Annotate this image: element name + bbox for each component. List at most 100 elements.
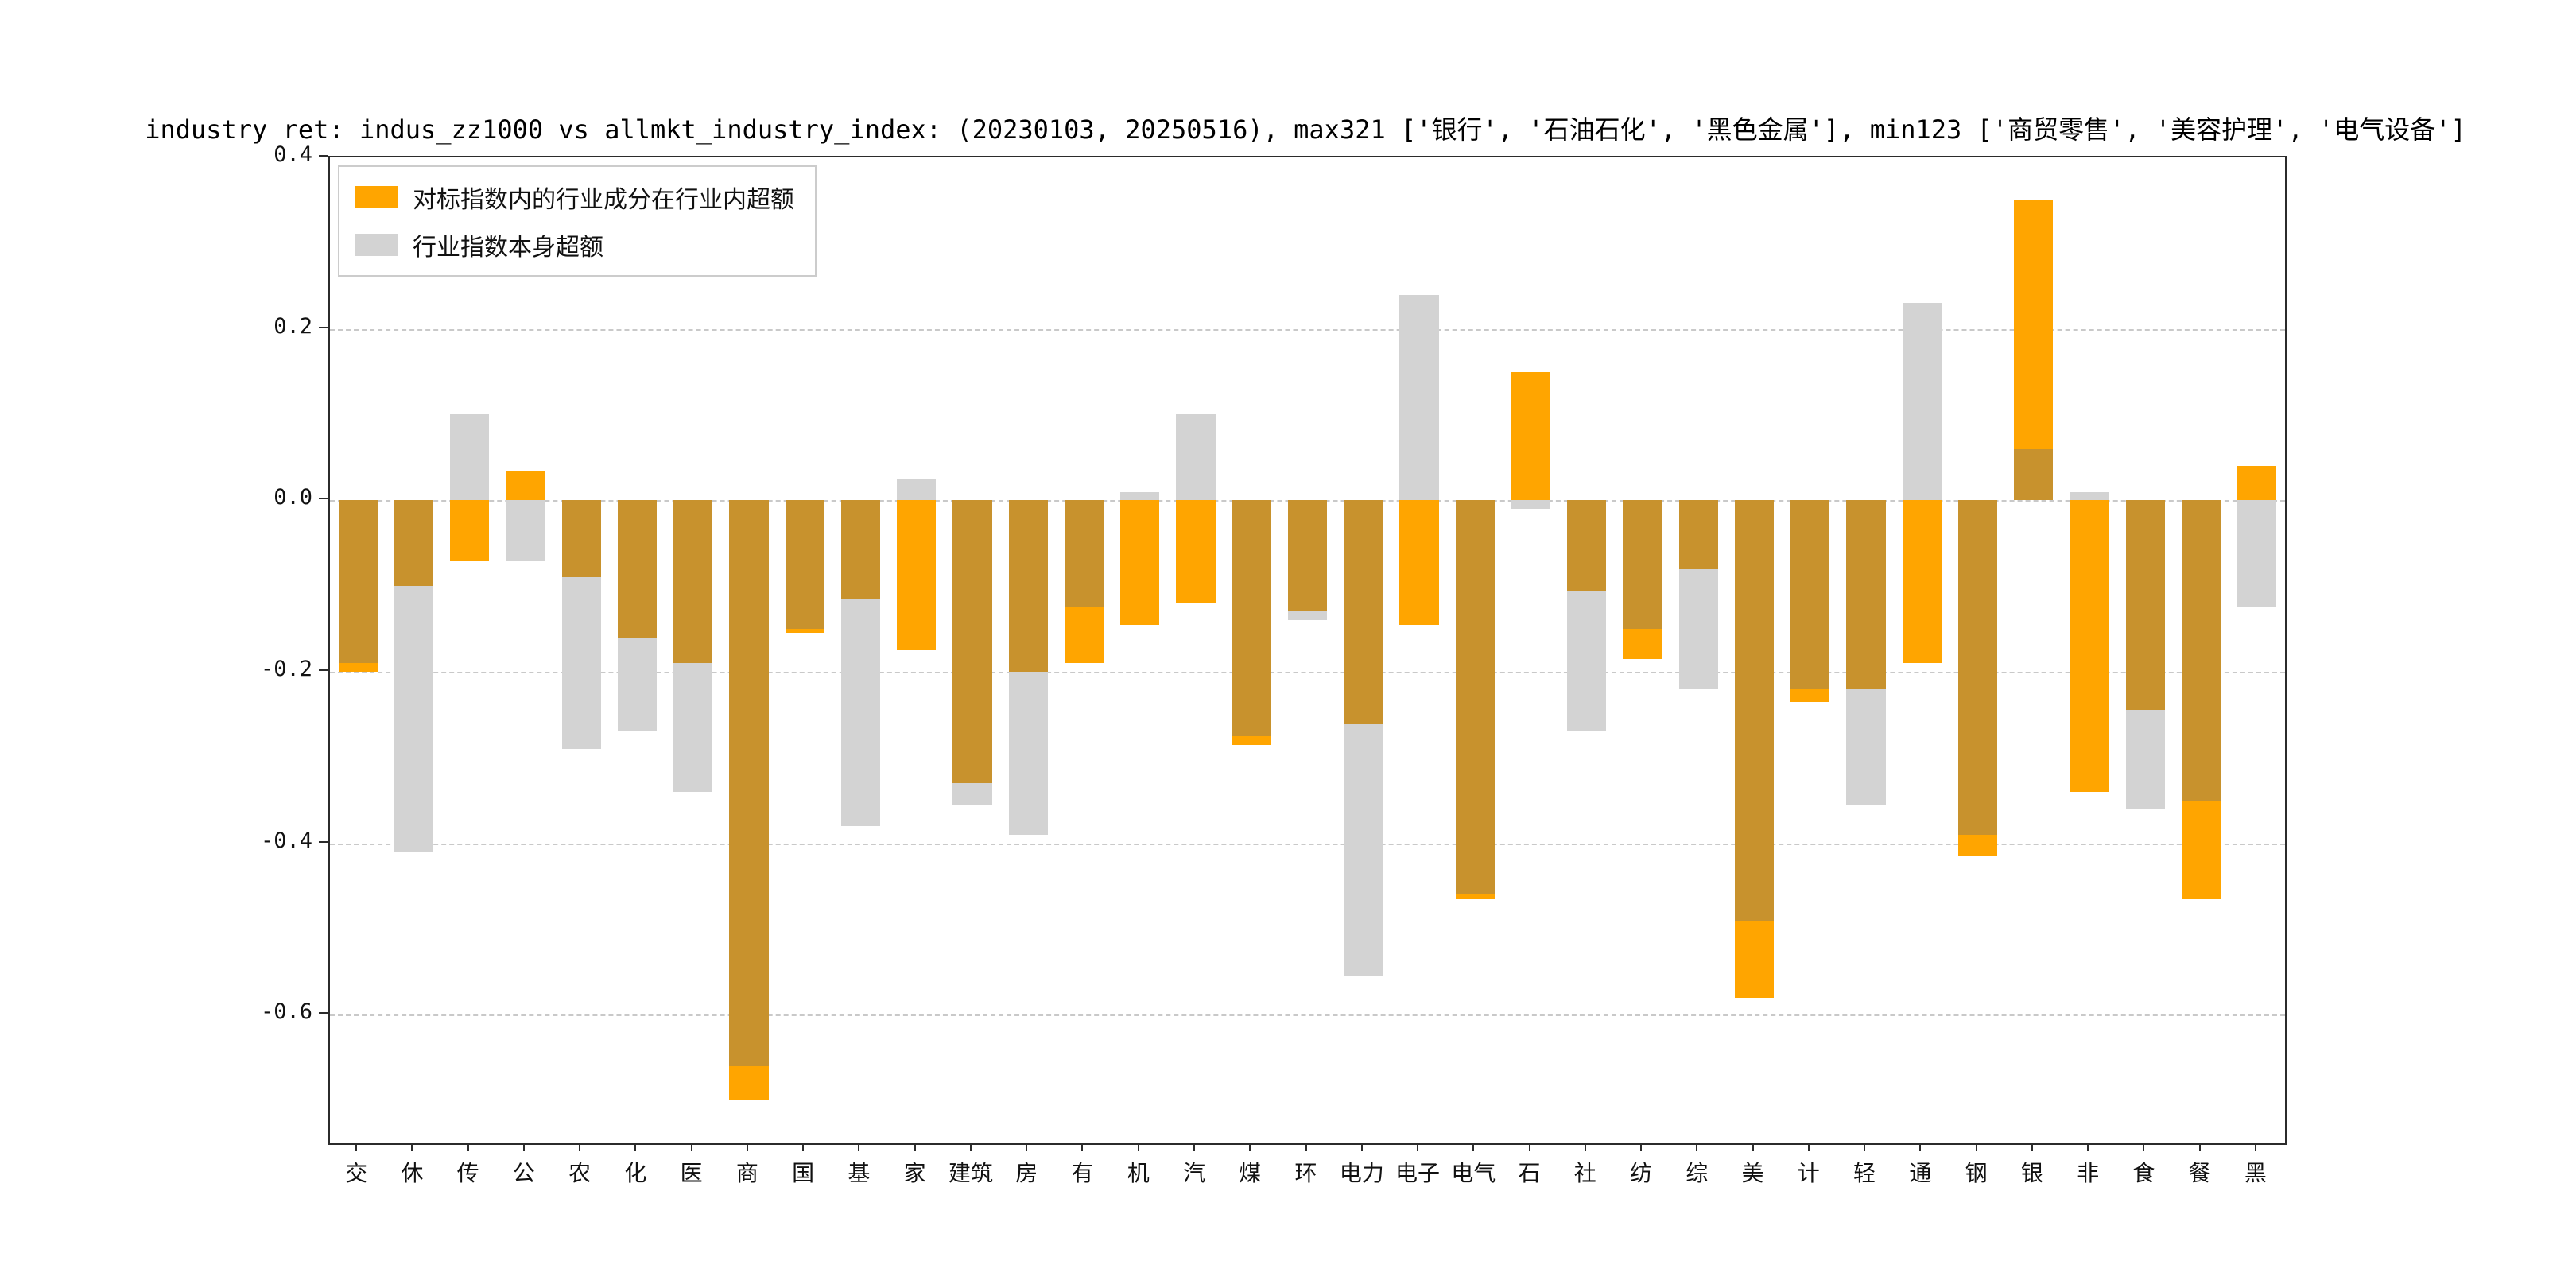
bar-segment <box>1232 735 1271 745</box>
bar-segment <box>1734 500 1775 921</box>
x-tick-mark <box>579 1143 581 1151</box>
bar-segment <box>1623 500 1662 630</box>
legend-item-gray: 行业指数本身超额 <box>355 227 794 262</box>
x-tick-mark <box>1919 1143 1922 1151</box>
bar-segment <box>1846 689 1886 805</box>
bar-segment <box>338 663 378 672</box>
legend-label: 行业指数本身超额 <box>413 234 603 262</box>
bar-segment <box>2182 800 2221 899</box>
y-tick-label: -0.6 <box>260 999 312 1025</box>
bar-segment <box>1344 723 1383 976</box>
x-tick-label: 电力 <box>1339 1160 1384 1186</box>
x-tick-mark <box>1026 1143 1028 1151</box>
bar-segment <box>952 500 992 784</box>
x-tick-mark <box>914 1143 916 1151</box>
gridline <box>330 1014 2285 1017</box>
x-tick-label: 纺 <box>1630 1160 1653 1186</box>
x-tick-mark <box>690 1143 692 1151</box>
x-tick-label: 有 <box>1071 1160 1094 1186</box>
y-tick-mark <box>319 498 328 500</box>
bar-segment <box>1008 500 1048 672</box>
x-tick-mark <box>2087 1143 2089 1151</box>
x-tick-label: 黑 <box>2244 1160 2267 1186</box>
x-tick-label: 银 <box>2020 1160 2043 1186</box>
x-tick-mark <box>2198 1143 2201 1151</box>
x-tick-mark <box>522 1143 525 1151</box>
x-tick-label: 汽 <box>1182 1160 1205 1186</box>
bar-segment <box>2014 200 2054 449</box>
x-tick-mark <box>355 1143 358 1151</box>
bar-segment <box>1287 611 1328 621</box>
bar-segment <box>840 599 881 827</box>
y-tick-label: -0.4 <box>260 828 312 853</box>
bar-segment <box>1902 303 1942 501</box>
bar-segment <box>1846 500 1886 689</box>
bar-segment <box>840 500 881 599</box>
x-tick-mark <box>1249 1143 1251 1151</box>
y-tick-mark <box>319 155 328 157</box>
bar-segment <box>1455 500 1495 895</box>
x-tick-label: 通 <box>1909 1160 1932 1186</box>
bar-segment <box>2182 500 2221 801</box>
x-tick-mark <box>2254 1143 2256 1151</box>
x-tick-label: 食 <box>2132 1160 2155 1186</box>
y-tick-mark <box>319 840 328 843</box>
bar-segment <box>2237 500 2277 608</box>
x-tick-label: 医 <box>680 1160 703 1186</box>
x-tick-label: 机 <box>1127 1160 1150 1186</box>
bar-segment <box>2014 448 2054 501</box>
x-tick-label: 交 <box>345 1160 368 1186</box>
x-tick-label: 电子 <box>1395 1160 1440 1186</box>
x-tick-mark <box>1417 1143 1418 1151</box>
x-tick-mark <box>1528 1143 1530 1151</box>
y-tick-label: 0.0 <box>274 485 312 510</box>
bar-segment <box>2070 500 2109 792</box>
gridline <box>330 843 2285 845</box>
bar-segment <box>1957 834 1998 856</box>
x-tick-mark <box>1584 1143 1586 1151</box>
bar-segment <box>1623 629 1662 659</box>
x-tick-mark <box>969 1143 972 1151</box>
x-tick-label: 农 <box>568 1160 592 1186</box>
x-tick-mark <box>411 1143 413 1151</box>
gridline <box>330 328 2285 331</box>
x-tick-label: 建筑 <box>948 1160 993 1186</box>
bar-segment <box>1008 671 1048 835</box>
bar-segment <box>1287 500 1328 612</box>
bar-segment <box>1567 500 1607 591</box>
x-tick-label: 传 <box>456 1160 479 1186</box>
x-tick-mark <box>2031 1143 2033 1151</box>
x-tick-mark <box>1640 1143 1643 1151</box>
bar-segment <box>673 500 713 664</box>
bar-segment <box>1232 500 1271 736</box>
bar-segment <box>1567 590 1607 732</box>
bar-segment <box>1120 500 1160 625</box>
x-tick-label: 商 <box>735 1160 758 1186</box>
bar-segment <box>1678 500 1718 569</box>
x-tick-mark <box>634 1143 637 1151</box>
y-tick-label: -0.2 <box>260 656 312 681</box>
x-tick-mark <box>1975 1143 1977 1151</box>
x-tick-label: 电气 <box>1451 1160 1496 1186</box>
bar-segment <box>561 500 601 578</box>
bar-segment <box>450 414 490 501</box>
x-tick-label: 煤 <box>1239 1160 1262 1186</box>
bar-segment <box>1344 500 1383 724</box>
bar-segment <box>1064 500 1104 608</box>
bar-segment <box>1176 500 1216 603</box>
x-tick-mark <box>1696 1143 1698 1151</box>
bar-segment <box>1455 894 1495 899</box>
plot-area <box>328 156 2287 1145</box>
bar-segment <box>897 500 937 650</box>
bar-segment <box>1790 500 1830 689</box>
x-tick-mark <box>467 1143 469 1151</box>
x-tick-mark <box>2143 1143 2145 1151</box>
bar-segment <box>673 663 713 792</box>
x-tick-mark <box>1807 1143 1810 1151</box>
bar-segment <box>1120 491 1160 501</box>
bar-segment <box>506 470 545 501</box>
x-tick-mark <box>1193 1143 1195 1151</box>
bar-segment <box>729 1065 769 1101</box>
bar-segment <box>1511 500 1551 510</box>
x-tick-mark <box>802 1143 805 1151</box>
